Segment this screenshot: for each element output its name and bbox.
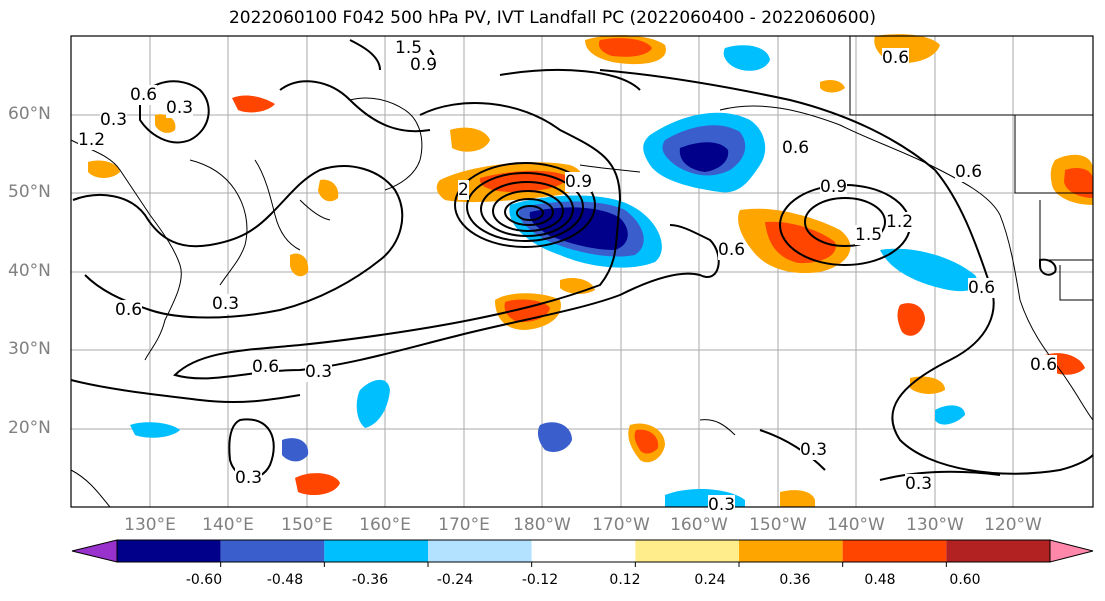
lon-label: 150°W [749,515,807,535]
lon-label: 160°W [670,515,728,535]
colorbar-label: -0.24 [436,572,474,588]
colorbar-segment [117,540,221,562]
colorbar-label: 0.60 [949,572,981,588]
colorbar-label: -0.36 [351,572,389,588]
colorbar-label: -0.48 [266,572,304,588]
lat-label-60n: 60°N [8,104,51,124]
colorbar-segment [220,540,325,562]
coastlines [70,36,1094,508]
colorbar-segment [635,540,739,562]
lon-label: 170°W [592,515,650,535]
plot-frame [70,35,1094,508]
lon-label: 180°W [513,515,571,535]
lon-label: 170°E [438,515,490,535]
lon-label: 140°E [202,515,254,535]
lon-label: 150°E [281,515,333,535]
colorbar-label: -0.12 [521,572,559,588]
colorbar-segment [428,540,532,562]
colorbar-segment [946,540,1050,562]
lat-label-50n: 50°N [8,182,51,202]
ivt-shading [88,34,1093,507]
colorbar-segment [842,540,947,562]
colorbar-label: -0.60 [185,572,223,588]
pv-contours [70,39,1094,481]
lat-label-20n: 20°N [8,418,51,438]
lon-label: 140°W [827,515,885,535]
colorbar-label: 0.36 [779,572,811,588]
lat-label-30n: 30°N [8,339,51,359]
colorbar [71,539,1094,567]
colorbar-label: 0.48 [864,572,896,588]
colorbar-label: 0.12 [609,572,641,588]
colorbar-extend-max [1049,539,1094,563]
colorbar-extend-min [71,539,118,563]
map-title: 2022060100 F042 500 hPa PV, IVT Landfall… [228,8,876,28]
lon-label: 130°E [124,515,176,535]
colorbar-segment [531,540,636,562]
colorbar-segment [324,540,428,562]
lon-label: 120°W [984,515,1042,535]
map-plot [70,34,1094,508]
lon-label: 130°W [906,515,964,535]
colorbar-label: 0.24 [694,572,726,588]
lat-label-40n: 40°N [8,261,51,281]
colorbar-segment [739,540,843,562]
lon-label: 160°E [359,515,411,535]
